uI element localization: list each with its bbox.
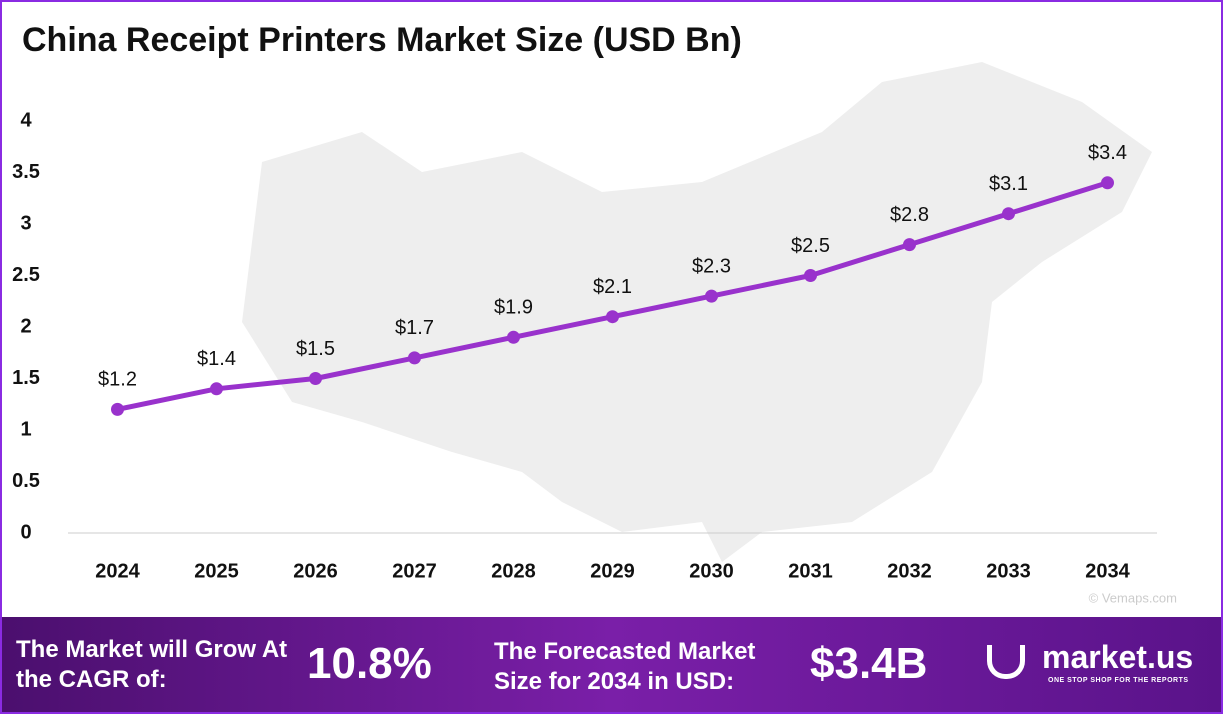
- data-label: $2.1: [593, 276, 632, 298]
- x-tick-label: 2026: [293, 560, 338, 582]
- brand-tagline: ONE STOP SHOP FOR THE REPORTS: [1048, 677, 1189, 684]
- forecast-value: $3.4B: [810, 639, 928, 688]
- x-tick-label: 2029: [590, 560, 635, 582]
- data-label: $1.9: [494, 297, 533, 319]
- logo-icon: [987, 645, 1025, 679]
- point: [408, 351, 421, 365]
- point: [210, 382, 223, 396]
- x-tick-label: 2027: [392, 560, 437, 582]
- footer: The Market will Grow At the CAGR of: 10.…: [2, 617, 1221, 712]
- point: [903, 238, 916, 252]
- x-tick-label: 2025: [194, 560, 239, 582]
- x-tick-label: 2033: [986, 560, 1031, 582]
- y-tick-label: 0: [20, 521, 31, 543]
- y-tick-label: 3.5: [12, 161, 40, 183]
- map-background: [242, 62, 1152, 562]
- y-tick-label: 1: [20, 418, 31, 440]
- y-tick-label: 2.5: [12, 264, 40, 286]
- x-tick-label: 2030: [689, 560, 734, 582]
- data-label: $2.3: [692, 255, 731, 277]
- point: [111, 402, 124, 416]
- x-tick-label: 2034: [1085, 560, 1130, 582]
- point: [1101, 176, 1114, 190]
- data-label: $1.7: [395, 317, 434, 339]
- data-label: $2.8: [890, 204, 929, 226]
- y-tick-label: 3: [20, 212, 31, 234]
- point: [705, 289, 718, 303]
- data-label: $3.1: [989, 173, 1028, 195]
- forecast-label: The Forecasted Market Size for 2034 in U…: [494, 638, 756, 695]
- cagr-value: 10.8%: [307, 639, 432, 688]
- y-tick-label: 1.5: [12, 367, 40, 389]
- point: [606, 310, 619, 324]
- y-tick-label: 2: [20, 315, 31, 337]
- chart: China Receipt Printers Market Size (USD …: [12, 21, 1177, 605]
- x-tick-label: 2028: [491, 560, 536, 582]
- data-label: $1.2: [98, 369, 137, 391]
- data-label: $1.4: [197, 348, 236, 370]
- point: [507, 330, 520, 344]
- data-label: $2.5: [791, 235, 830, 257]
- watermark: © Vemaps.com: [1089, 590, 1177, 605]
- data-label: $1.5: [296, 338, 335, 360]
- y-tick-label: 4: [20, 109, 32, 131]
- y-tick-label: 0.5: [12, 470, 40, 492]
- point: [1002, 207, 1015, 221]
- point: [309, 372, 322, 385]
- point: [804, 269, 817, 282]
- chart-title: China Receipt Printers Market Size (USD …: [22, 21, 742, 59]
- x-tick-label: 2032: [887, 560, 932, 582]
- x-tick-label: 2031: [788, 560, 833, 582]
- brand-name: market.us: [1042, 639, 1194, 675]
- cagr-label: The Market will Grow At the CAGR of:: [16, 636, 288, 693]
- x-tick-label: 2024: [95, 560, 140, 582]
- data-label: $3.4: [1088, 142, 1127, 164]
